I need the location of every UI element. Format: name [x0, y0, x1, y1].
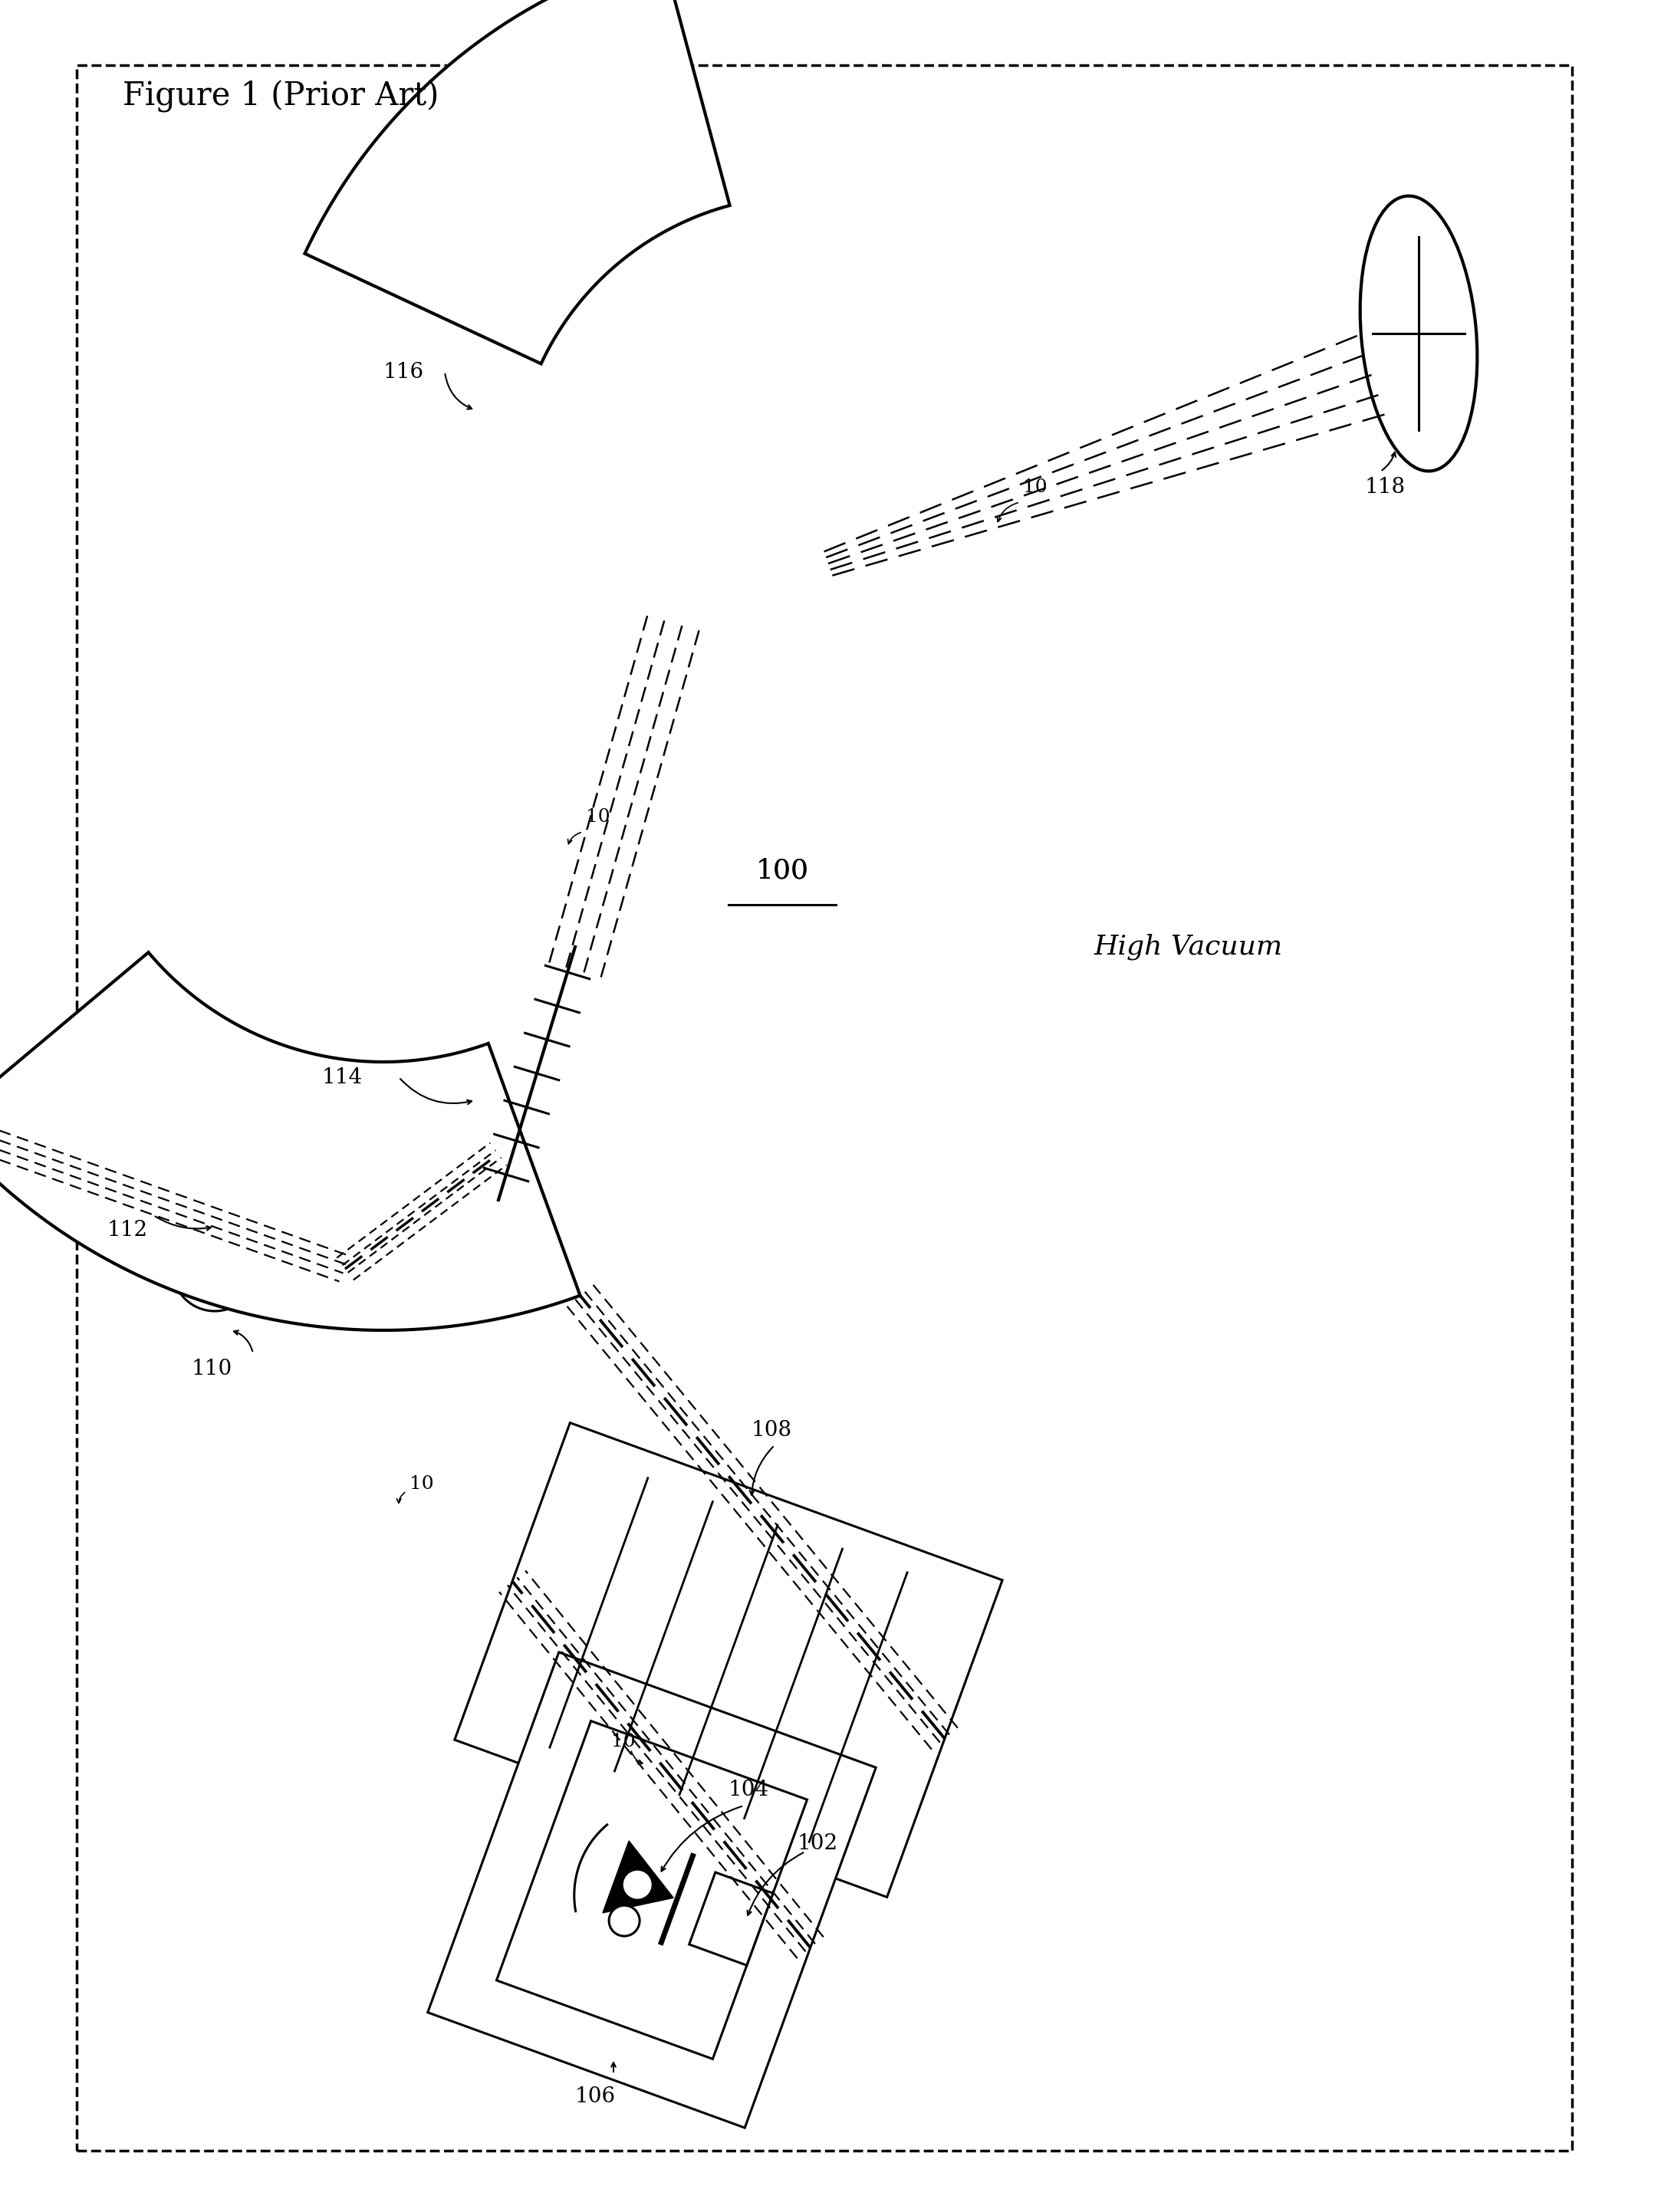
Text: 10: 10	[611, 1732, 635, 1750]
Text: 10: 10	[410, 1475, 434, 1493]
Circle shape	[610, 1905, 639, 1935]
Text: 118: 118	[1365, 476, 1405, 498]
Text: 112: 112	[108, 1221, 148, 1241]
Polygon shape	[0, 953, 580, 1329]
Text: 10: 10	[1023, 478, 1048, 495]
Text: 100: 100	[756, 858, 809, 883]
Text: 106: 106	[575, 2086, 616, 2108]
Text: 102: 102	[797, 1834, 839, 1854]
Polygon shape	[304, 0, 729, 363]
Text: 108: 108	[751, 1420, 792, 1440]
Polygon shape	[455, 1422, 1002, 1898]
Polygon shape	[429, 1652, 875, 2128]
Circle shape	[257, 1228, 341, 1312]
Ellipse shape	[1360, 197, 1477, 471]
Text: 10: 10	[586, 807, 610, 825]
Text: 104: 104	[729, 1781, 769, 1801]
Text: 110: 110	[191, 1358, 233, 1378]
Text: 114: 114	[322, 1066, 362, 1088]
Text: 116: 116	[384, 361, 424, 383]
Text: Figure 1 (Prior Art): Figure 1 (Prior Art)	[123, 80, 439, 113]
Circle shape	[623, 1869, 653, 1900]
Circle shape	[173, 1228, 257, 1312]
Polygon shape	[497, 1721, 807, 2059]
Polygon shape	[603, 1840, 673, 1913]
Text: 100: 100	[756, 858, 809, 883]
Text: High Vacuum: High Vacuum	[1095, 933, 1282, 960]
Polygon shape	[689, 1871, 772, 1964]
